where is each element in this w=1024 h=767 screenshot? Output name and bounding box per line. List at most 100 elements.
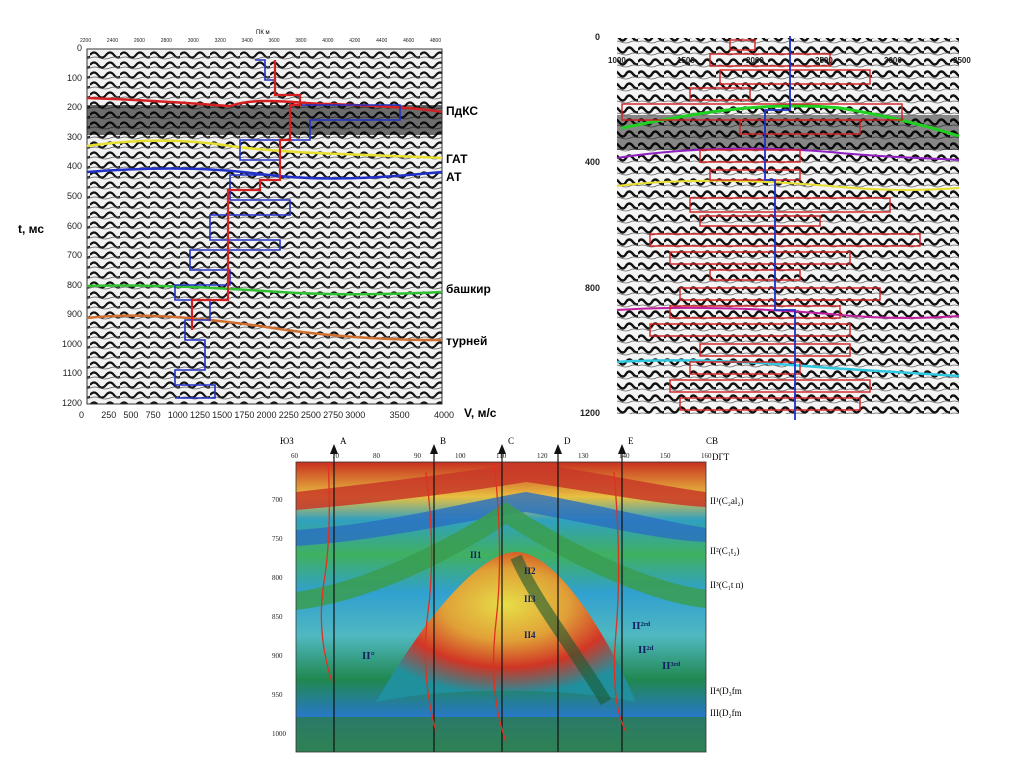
- axis-tick-label: 2250: [278, 410, 299, 420]
- axis-tick-label: 2000: [746, 56, 764, 65]
- axis-tick-label: 1000: [61, 338, 82, 349]
- axis-tick-label: 120: [537, 452, 548, 460]
- axis-tick-label: 70: [332, 452, 339, 460]
- well-label-c: C: [508, 436, 515, 446]
- axis-tick-label: 0: [79, 410, 85, 420]
- y-axis-label: t, мс: [18, 222, 45, 236]
- inner-label-ii3rd: II³ʳᵈ: [662, 660, 681, 672]
- axis-tick-label: 1500: [212, 410, 233, 420]
- axis-tick-label: 750: [145, 410, 161, 420]
- inner-label-ii2: II2: [524, 566, 536, 576]
- axis-tick-label: 1200: [579, 408, 600, 418]
- axis-tick-label: 3000: [884, 56, 902, 65]
- velocity-interval-log: [174, 59, 401, 399]
- horizon-label-turney: турней: [446, 334, 488, 348]
- seismic-section-left: [86, 48, 443, 405]
- velocity-average-log: [190, 60, 302, 330]
- horizon-label-bashkir: башкир: [446, 282, 491, 296]
- axis-tick-label: 4600: [403, 38, 415, 44]
- axis-tick-label: 160: [701, 452, 712, 460]
- axis-tick-label: 3800: [295, 38, 307, 44]
- axis-tick-label: 400: [66, 161, 82, 172]
- axis-tick-label: 3400: [241, 38, 253, 44]
- inner-label-ii2d: II²ᵈ: [638, 644, 654, 656]
- inner-label-ii2rd: II²ʳᵈ: [632, 620, 651, 632]
- axis-tick-label: 3200: [214, 38, 226, 44]
- axis-tick-label: 1200: [61, 398, 82, 408]
- axis-tick-label: 900: [272, 652, 283, 660]
- unit-label-1: II¹(C₂al₂): [710, 496, 744, 506]
- axis-tick-label: 60: [291, 452, 298, 460]
- axis-tick-label: 2800: [160, 38, 172, 44]
- horizon-gat: [86, 139, 443, 160]
- axis-tick-label: 250: [101, 410, 117, 420]
- corner-label-ne: СВ: [706, 436, 719, 446]
- axis-tick-label: 1000: [167, 410, 188, 420]
- axis-tick-label: 500: [123, 410, 139, 420]
- axis-tick-label: 2500: [815, 56, 833, 65]
- axis-tick-label: 1750: [234, 410, 255, 420]
- corner-label-sw: ЮЗ: [280, 436, 294, 446]
- x-axis-label: V, м/с: [464, 406, 497, 420]
- axis-tick-label: 850: [272, 613, 283, 621]
- axis-tick-label: 500: [66, 190, 82, 201]
- well-label-e: E: [628, 436, 634, 446]
- unit-label-4: II⁴(D₃fm: [710, 686, 742, 696]
- axis-tick-label: 300: [66, 131, 82, 142]
- panel-seismic-velocity-right: 0 400 800 1200 1000 1500 2000 2500 3000 3500: [560, 20, 1024, 440]
- axis-tick-label: 700: [66, 250, 82, 261]
- axis-tick-label: 130: [578, 452, 589, 460]
- axis-tick-label: 150: [660, 452, 671, 460]
- axis-tick-label: 3000: [187, 38, 199, 44]
- axis-tick-label: 1000: [272, 730, 286, 738]
- panel-seismic-velocity-left: 0 100 200 300 400 500 600 700 800 900 1000 1100 1200…: [0, 0, 520, 440]
- inner-label-ii3: II3: [524, 594, 536, 604]
- horizon-turney: [86, 314, 443, 342]
- inner-label-ii1: II1: [470, 550, 482, 560]
- axis-tick-label: 600: [66, 220, 82, 231]
- axis-tick-label: 90: [414, 452, 421, 460]
- horizon-bashkir: [86, 284, 443, 296]
- axis-tick-label: 800: [584, 282, 600, 293]
- seismic-section-right: [616, 36, 960, 420]
- axis-tick-label: 950: [272, 691, 283, 699]
- horizon-pdks: [86, 96, 443, 114]
- axis-tick-label: 2750: [323, 410, 344, 420]
- horizon-label-pdks: ПдКС: [446, 104, 479, 118]
- axis-tick-label: 1250: [189, 410, 210, 420]
- axis-tick-label: 200: [66, 102, 82, 113]
- well-label-d: D: [564, 436, 571, 446]
- unit-label-2: II²(C₁t₂): [710, 546, 740, 556]
- axis-tick-label: 0: [76, 43, 82, 53]
- axis-tick-label: 2600: [133, 38, 145, 44]
- horizon-label-gat: ГАТ: [446, 152, 468, 166]
- axis-tick-label: 700: [272, 496, 283, 504]
- axis-tick-label: 3600: [268, 38, 280, 44]
- well-label-a: A: [340, 436, 347, 446]
- axis-tick-label: 4000: [434, 410, 455, 420]
- axis-tick-label: 1100: [62, 368, 82, 379]
- axis-tick-label: 900: [66, 309, 82, 320]
- inner-label-ii0: II°: [362, 650, 375, 662]
- axis-tick-label: 800: [272, 574, 283, 582]
- axis-tick-label: 0: [594, 32, 600, 42]
- axis-tick-label: 4200: [349, 38, 361, 44]
- axis-tick-label: 2000: [256, 410, 277, 420]
- axis-tick-label: 1500: [677, 56, 695, 65]
- axis-tick-label: 2200: [80, 38, 92, 44]
- axis-tick-label: 140: [619, 452, 630, 460]
- horizon-label-at: АТ: [446, 170, 462, 184]
- x-axis-label-dgt: DГТ: [712, 452, 730, 462]
- axis-tick-label: 2500: [300, 410, 321, 420]
- axis-tick-label: 4800: [430, 38, 442, 44]
- inner-label-ii4: II4: [524, 630, 536, 640]
- axis-tick-label: 110: [496, 452, 507, 460]
- axis-tick-label: 3000: [345, 410, 366, 420]
- axis-tick-label: 3500: [953, 56, 971, 65]
- axis-tick-label: 100: [66, 72, 82, 83]
- axis-tick-label: 1000: [608, 56, 626, 65]
- axis-tick-label: 80: [373, 452, 380, 460]
- attribute-section: [295, 444, 707, 753]
- axis-tick-label: 4000: [322, 38, 334, 44]
- top-axis-label: ПК м: [256, 30, 270, 36]
